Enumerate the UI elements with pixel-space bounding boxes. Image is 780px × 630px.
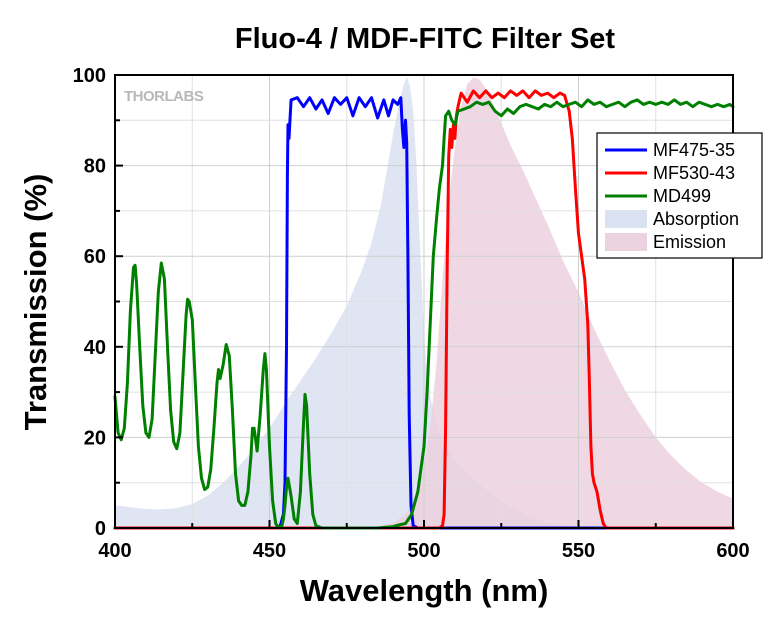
legend-label-mf530-43: MF530-43 (653, 163, 735, 183)
legend-label-mf475-35: MF475-35 (653, 140, 735, 160)
chart-title: Fluo-4 / MDF-FITC Filter Set (235, 23, 616, 55)
legend-label-absorption: Absorption (653, 209, 739, 229)
series-md499-line (113, 98, 735, 530)
y-axis-title: Transmission (%) (18, 174, 53, 431)
y-tick-label: 0 (95, 518, 106, 540)
y-tick-label: 40 (84, 337, 106, 359)
x-tick-label: 400 (98, 540, 131, 562)
line-series-layer (113, 89, 735, 530)
legend: MF475-35 MF530-43 MD499 Absorption Emission (596, 132, 763, 259)
legend-swatch-emission (605, 233, 647, 251)
x-tick-label: 500 (407, 540, 440, 562)
y-tick-label: 60 (84, 246, 106, 268)
series-mf475-35-line (113, 96, 735, 530)
x-axis-title: Wavelength (nm) (300, 573, 549, 608)
x-tick-label: 600 (716, 540, 749, 562)
thorlabs-watermark: THORLABS (124, 88, 204, 105)
legend-label-emission: Emission (653, 232, 726, 252)
series-mf530-43-line (113, 89, 735, 530)
legend-label-md499: MD499 (653, 186, 711, 206)
y-tick-label: 20 (84, 427, 106, 449)
grid-layer (115, 75, 733, 528)
y-tick-label: 80 (84, 156, 106, 178)
legend-swatch-absorption (605, 210, 647, 228)
x-tick-label: 450 (253, 540, 286, 562)
y-tick-label: 100 (73, 65, 106, 87)
tick-layer: 400 450 500 550 600 0 20 40 60 80 100 (73, 65, 750, 562)
x-tick-label: 550 (562, 540, 595, 562)
